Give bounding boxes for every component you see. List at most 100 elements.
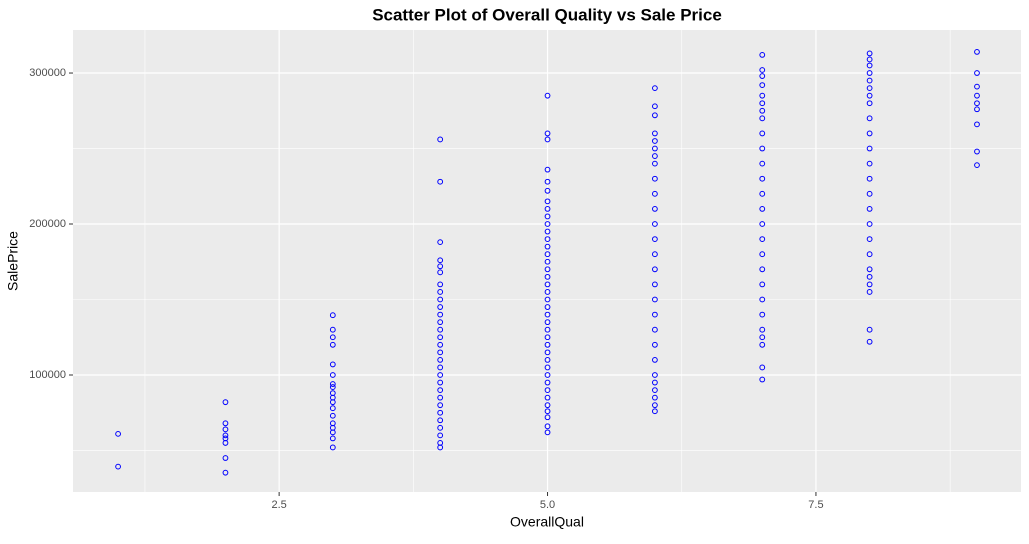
point (651, 266, 658, 273)
point (544, 281, 551, 288)
point (651, 394, 658, 401)
point (437, 387, 444, 393)
point (866, 145, 873, 152)
point (437, 304, 444, 310)
point (651, 190, 658, 197)
point (974, 70, 980, 76)
point (759, 115, 766, 122)
point (544, 273, 551, 280)
point (544, 402, 551, 409)
point (651, 281, 658, 288)
point (222, 469, 229, 476)
point (437, 263, 444, 270)
point (437, 372, 444, 378)
point (651, 296, 658, 303)
point (651, 206, 658, 212)
point (651, 356, 658, 363)
point (759, 73, 766, 79)
point (759, 341, 766, 348)
point (974, 121, 980, 128)
point (866, 326, 873, 333)
point (651, 408, 658, 415)
y-tick-label: 200000 (29, 218, 66, 230)
point (329, 435, 336, 442)
point (437, 136, 444, 143)
point (437, 178, 444, 185)
point (115, 430, 121, 437)
point (544, 387, 551, 393)
point (437, 379, 444, 386)
point (544, 236, 551, 243)
point (544, 364, 551, 371)
point (544, 394, 551, 401)
point (544, 423, 551, 430)
point (544, 372, 551, 378)
point (866, 190, 873, 197)
point (544, 304, 551, 310)
point (974, 162, 980, 169)
point (544, 319, 551, 326)
point (329, 405, 336, 412)
point (866, 70, 873, 76)
point (544, 414, 551, 421)
point (437, 364, 444, 371)
point (759, 376, 766, 383)
point (544, 166, 551, 173)
point (866, 206, 873, 212)
point (329, 341, 336, 348)
point (651, 387, 658, 393)
point (329, 334, 336, 341)
point (437, 296, 444, 303)
point (759, 364, 766, 371)
point (544, 408, 551, 415)
point (329, 326, 336, 333)
x-tick-label: 7.5 (808, 499, 823, 511)
point (651, 175, 658, 182)
y-tick-label: 300000 (29, 67, 66, 79)
point (544, 379, 551, 386)
point (651, 145, 658, 152)
point (544, 334, 551, 341)
point (544, 356, 551, 363)
point (437, 402, 444, 409)
point (866, 77, 873, 84)
point (651, 160, 658, 167)
point (544, 198, 551, 205)
x-axis-label: OverallQual (510, 514, 584, 530)
point (544, 311, 551, 318)
point (222, 420, 229, 427)
point (329, 372, 336, 378)
point (866, 175, 873, 182)
chart-title: Scatter Plot of Overall Quality vs Sale … (372, 5, 722, 24)
point (974, 148, 980, 155)
point (866, 289, 873, 295)
point (866, 160, 873, 167)
point (544, 243, 551, 250)
point (974, 48, 980, 55)
point (651, 112, 658, 119)
point (651, 130, 658, 137)
point (866, 266, 873, 273)
point (651, 85, 658, 92)
point (866, 281, 873, 288)
point (759, 251, 766, 258)
point (437, 334, 444, 341)
point (974, 106, 980, 113)
point (759, 266, 766, 273)
point (974, 83, 980, 90)
point (544, 266, 551, 273)
point (759, 334, 766, 341)
point (866, 251, 873, 258)
point (222, 455, 229, 461)
point (759, 296, 766, 303)
point (651, 138, 658, 144)
point (544, 178, 551, 185)
point (437, 319, 444, 326)
point (437, 356, 444, 363)
point (759, 175, 766, 182)
point (544, 187, 551, 194)
point (544, 289, 551, 295)
point (866, 100, 873, 107)
